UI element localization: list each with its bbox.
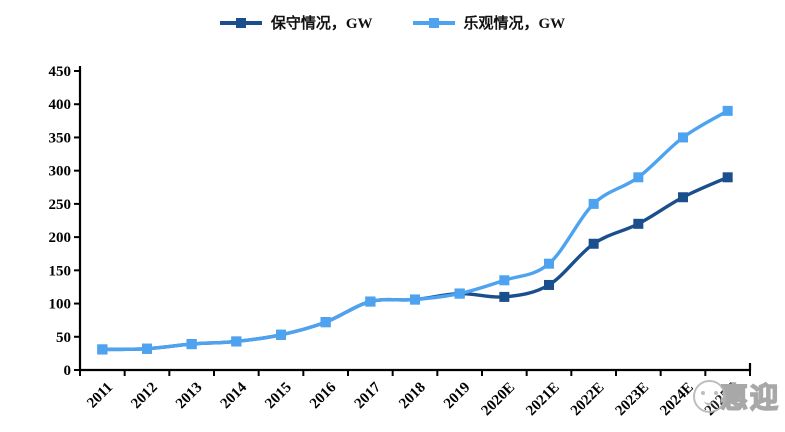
y-tick-label: 400 [49, 97, 72, 113]
data-point [410, 294, 420, 305]
x-tick-label: 2011 [84, 380, 116, 412]
x-tick-label: 2014 [218, 379, 251, 412]
series-line-0 [100, 175, 730, 352]
legend-item-1: 乐观情况，GW [412, 12, 566, 33]
x-tick-label: 2022E [568, 380, 608, 420]
data-point [276, 329, 286, 340]
data-point [544, 279, 554, 290]
legend-label: 保守情况，GW [270, 16, 373, 32]
y-tick-label: 450 [49, 64, 72, 80]
data-point [231, 336, 242, 347]
data-point [544, 258, 554, 269]
y-tick-label: 200 [49, 230, 72, 246]
x-tick-label: 2020E [479, 380, 519, 420]
y-tick-label: 150 [49, 263, 72, 279]
data-point [320, 317, 331, 328]
legend-swatch-icon [219, 17, 262, 28]
y-tick-label: 100 [49, 297, 72, 313]
data-point [499, 291, 510, 302]
data-point [678, 132, 688, 143]
data-point [588, 198, 599, 209]
y-tick-label: 300 [49, 164, 72, 180]
x-tick-label: 2017 [352, 379, 385, 412]
data-point [365, 296, 376, 307]
data-point [97, 344, 108, 355]
legend-swatch-icon [412, 17, 455, 28]
legend-marker-icon [235, 17, 246, 28]
data-point [499, 275, 510, 286]
legend-item-0: 保守情况，GW [219, 12, 373, 33]
x-tick-label: 2021E [523, 380, 563, 420]
y-tick-label: 350 [49, 130, 72, 146]
x-tick-label: 2023E [613, 380, 653, 420]
x-tick-label: 2019 [441, 380, 474, 413]
x-tick-label: 2018 [396, 380, 429, 413]
data-point [186, 339, 197, 350]
x-tick-label: 2025E [702, 380, 742, 420]
series-line-1 [100, 109, 730, 352]
data-point [588, 238, 599, 249]
x-tick-label: 2016 [307, 379, 340, 412]
x-tick-label: 2024E [657, 380, 697, 420]
data-point [633, 218, 644, 229]
data-point [454, 288, 465, 299]
data-point [633, 172, 644, 183]
x-tick-label: 2013 [173, 380, 206, 413]
x-tick-label: 2012 [128, 380, 161, 413]
legend-marker-icon [428, 17, 439, 28]
data-point [142, 343, 152, 354]
y-tick-label: 50 [56, 330, 71, 346]
legend-label: 乐观情况，GW [463, 16, 566, 32]
legend: 保守情况，GW 乐观情况，GW [0, 12, 785, 33]
x-tick-label: 2015 [262, 380, 295, 413]
y-tick-label: 250 [49, 197, 72, 213]
y-tick-label: 0 [64, 363, 72, 379]
data-point [678, 192, 688, 203]
data-point [722, 105, 733, 116]
axis-lines [78, 66, 752, 372]
data-point [722, 172, 733, 183]
